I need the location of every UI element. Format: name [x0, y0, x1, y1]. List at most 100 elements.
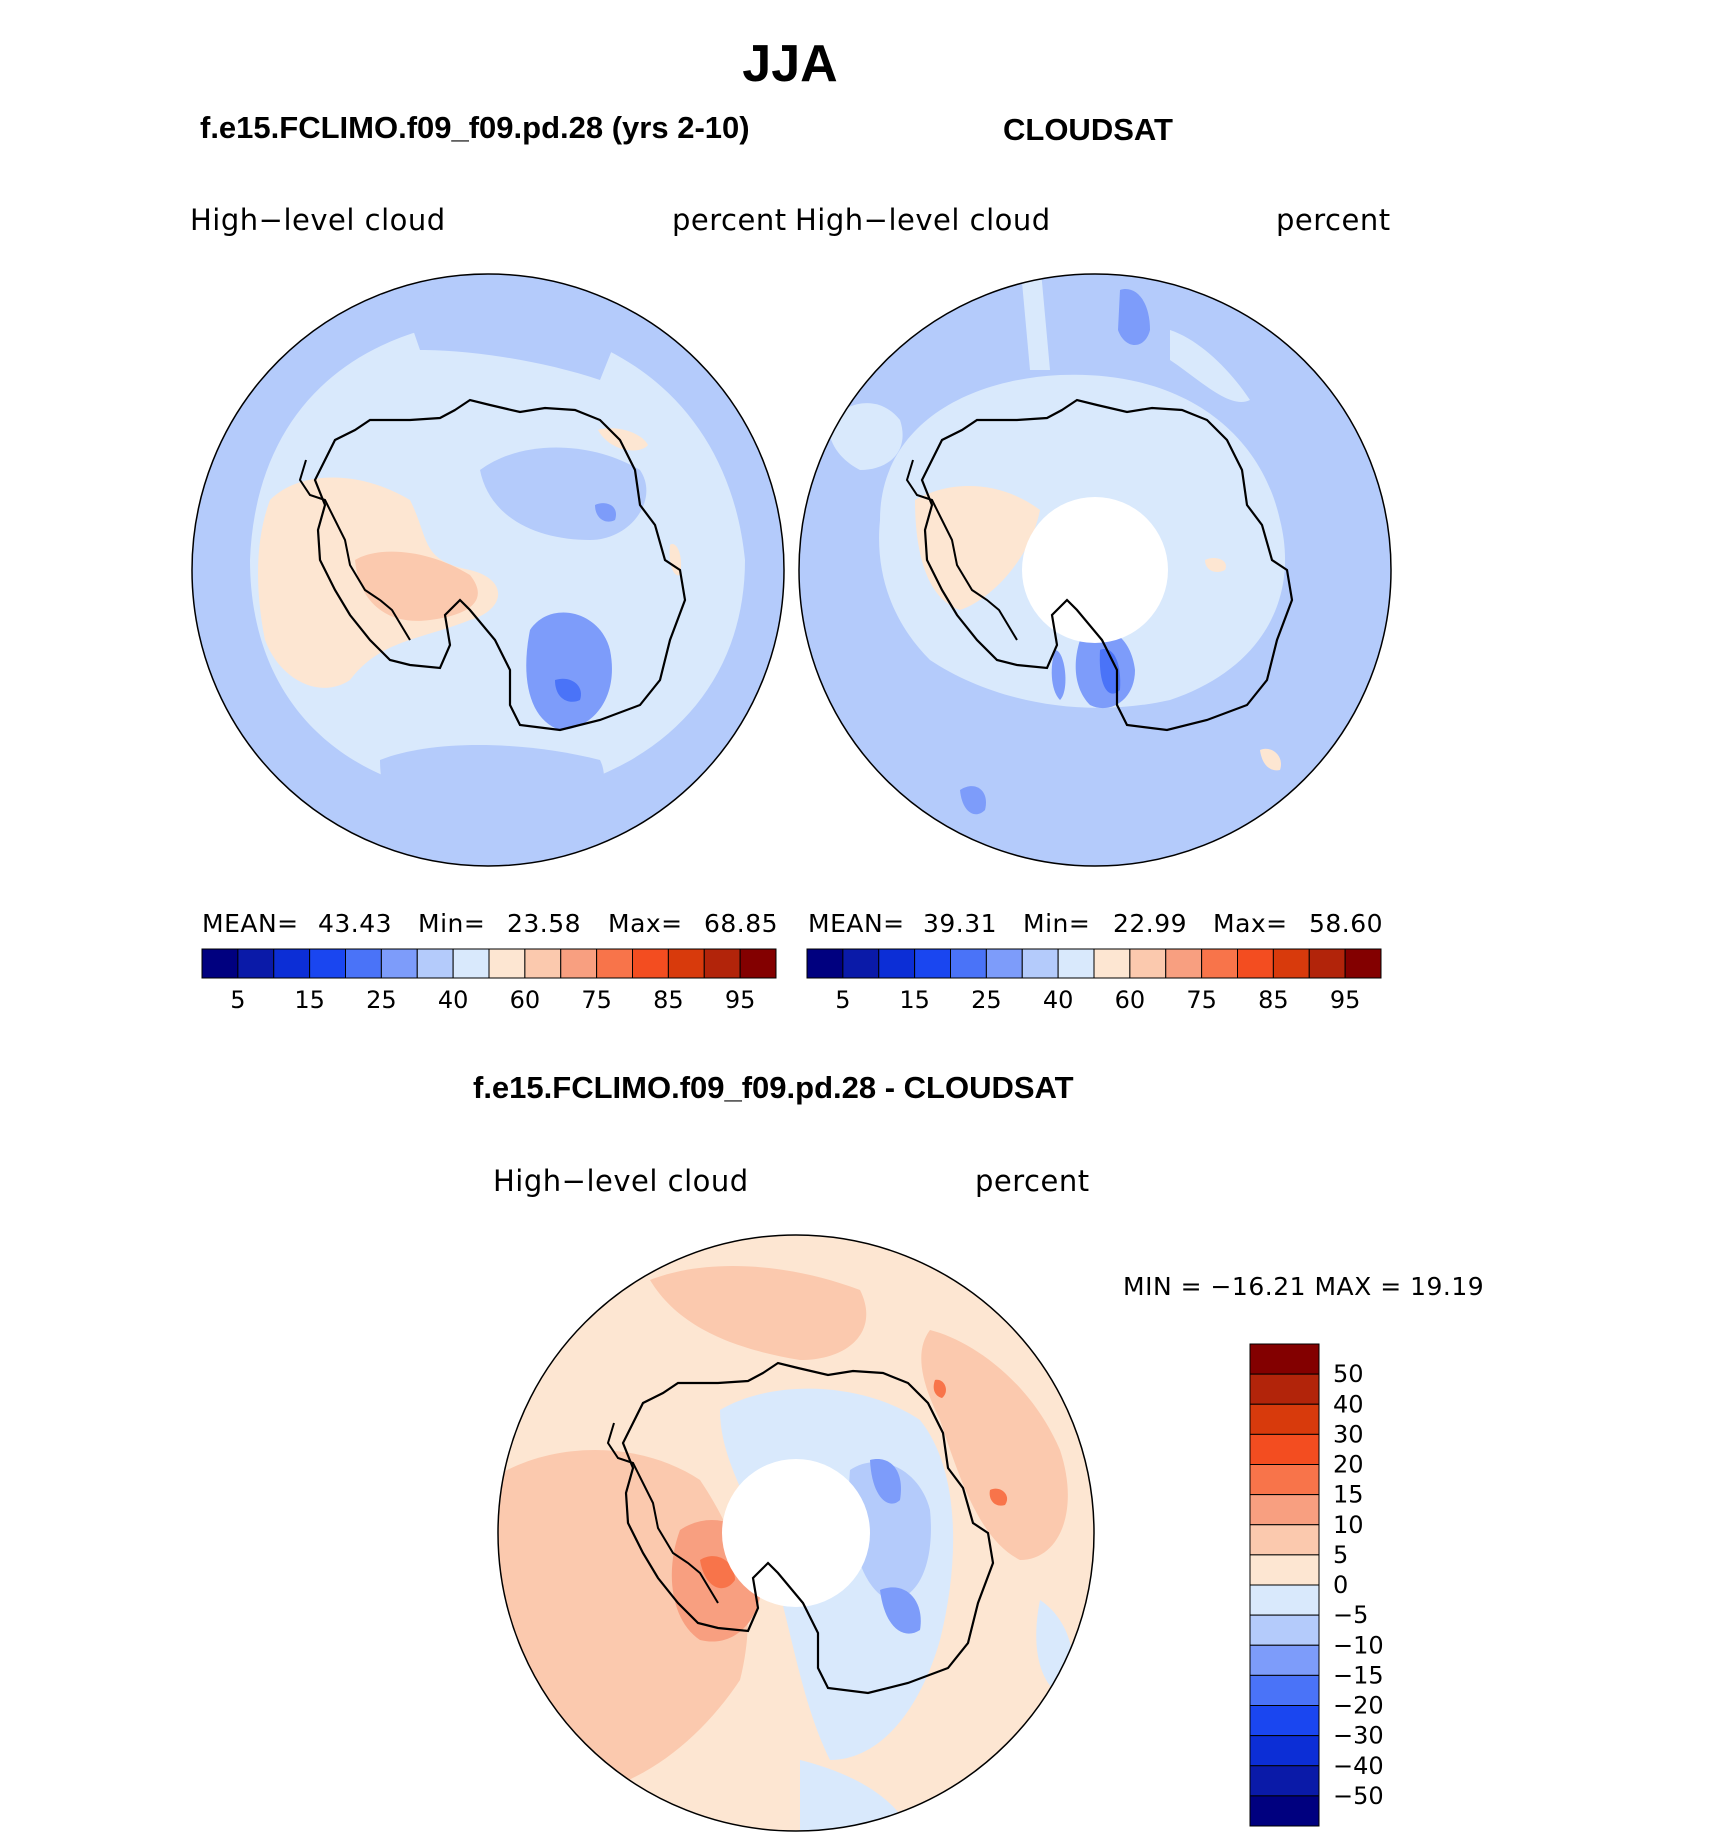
diff-minmax-text: MIN = −16.21 MAX = 19.19	[1123, 1272, 1485, 1301]
obs-colorbar-swatch	[985, 948, 1023, 979]
model-colorbar-tick-label: 60	[510, 986, 541, 1014]
diff-colorbar-swatch	[1249, 1373, 1320, 1405]
diff-colorbar-tick-label: −20	[1333, 1692, 1384, 1720]
model-colorbar-tick-label: 25	[366, 986, 397, 1014]
model-mean-label: MEAN=	[202, 909, 299, 938]
obs-colorbar-swatch	[1344, 948, 1382, 979]
obs-colorbar-tick-label: 5	[835, 986, 850, 1014]
diff-colorbar-tick-label: −30	[1333, 1722, 1384, 1750]
diff-pole-hole	[722, 1459, 870, 1607]
model-colorbar-swatch	[345, 948, 382, 979]
diff-colorbar-swatch	[1249, 1524, 1320, 1556]
obs-min-value: 22.99	[1113, 909, 1188, 938]
model-colorbar: 5 15 25 40 60 75 85 95	[201, 948, 777, 1014]
model-colorbar-tick-label: 85	[653, 986, 684, 1014]
model-min-label: Min=	[418, 909, 486, 938]
diff-peninsula-coast	[606, 1422, 719, 1604]
model-max-label: Max=	[608, 909, 683, 938]
diff-colorbar-swatch	[1249, 1343, 1320, 1375]
obs-colorbar-swatch	[914, 948, 951, 979]
diff-colorbar-swatch	[1249, 1644, 1320, 1676]
model-colorbar-tick-label: 5	[230, 986, 245, 1014]
diff-colorbar-swatch	[1249, 1674, 1320, 1706]
diff-colorbar-swatch	[1249, 1705, 1320, 1737]
diff-colorbar-swatch	[1249, 1403, 1320, 1435]
model-colorbar-swatch	[380, 948, 418, 979]
obs-colorbar-tick-label: 15	[899, 986, 930, 1014]
model-colorbar-swatch	[237, 948, 275, 979]
diff-colorbar-swatch	[1249, 1464, 1320, 1496]
obs-colorbar-swatch	[1165, 948, 1203, 979]
model-colorbar-swatch	[739, 948, 777, 979]
obs-colorbar-swatch	[1093, 948, 1131, 979]
diff-colorbar-swatch	[1249, 1795, 1320, 1827]
diff-colorbar-tick-label: −10	[1333, 1631, 1384, 1659]
diff-colorbar-tick-label: 15	[1333, 1481, 1364, 1509]
model-case-title: f.e15.FCLIMO.f09_f09.pd.28 (yrs 2-10)	[200, 110, 750, 145]
obs-colorbar-swatch	[842, 948, 880, 979]
obs-mean-value: 39.31	[923, 909, 998, 938]
model-colorbar-swatch	[488, 948, 526, 979]
model-colorbar-swatch	[452, 948, 490, 979]
model-antarctica-coastline	[313, 398, 687, 732]
obs-colorbar-swatch	[1021, 948, 1059, 979]
diff-colorbar-swatch	[1249, 1433, 1320, 1465]
model-colorbar-tick-label: 95	[725, 986, 756, 1014]
obs-colorbar-swatch	[1057, 948, 1095, 979]
obs-peninsula-coast	[905, 459, 1018, 641]
diff-colorbar-tick-label: 10	[1333, 1511, 1364, 1539]
obs-units-label: percent	[1276, 203, 1391, 237]
diff-map-border	[497, 1234, 1095, 1832]
obs-map-border	[798, 273, 1392, 867]
diff-units-label: percent	[975, 1164, 1090, 1198]
model-peninsula-coast	[298, 459, 411, 641]
obs-min-label: Min=	[1023, 909, 1091, 938]
obs-case-title: CLOUDSAT	[1003, 112, 1173, 147]
model-contour-field	[192, 274, 784, 866]
obs-colorbar: 5 15 25 40 60 75 85 95	[806, 948, 1382, 1014]
model-colorbar-tick-label: 75	[581, 986, 612, 1014]
diff-variable-label: High−level cloud	[493, 1164, 749, 1198]
diff-colorbar-swatch	[1249, 1735, 1320, 1767]
diff-colorbar-swatch	[1249, 1584, 1320, 1616]
model-colorbar-tick-label: 40	[438, 986, 469, 1014]
obs-colorbar-swatch	[806, 948, 844, 979]
obs-colorbar-swatch	[1129, 948, 1167, 979]
diff-colorbar-tick-label: 0	[1333, 1571, 1348, 1599]
obs-colorbar-tick-label: 95	[1330, 986, 1361, 1014]
model-colorbar-swatch	[201, 948, 239, 979]
diff-colorbar-tick-label: −40	[1333, 1752, 1384, 1780]
obs-colorbar-swatch	[1201, 948, 1238, 979]
diff-colorbar-tick-label: −5	[1333, 1601, 1368, 1629]
model-colorbar-tick-label: 15	[294, 986, 325, 1014]
model-colorbar-swatch	[703, 948, 741, 979]
obs-colorbar-swatch	[1272, 948, 1310, 979]
diff-colorbar-swatch	[1249, 1765, 1320, 1797]
model-colorbar-swatch	[416, 948, 454, 979]
diff-colorbar-swatch	[1249, 1494, 1320, 1526]
model-max-value: 68.85	[704, 909, 779, 938]
model-colorbar-swatch	[632, 948, 669, 979]
obs-mean-label: MEAN=	[808, 909, 905, 938]
diff-colorbar-swatch	[1249, 1614, 1320, 1646]
obs-variable-label: High−level cloud	[795, 203, 1051, 237]
model-polar-map	[191, 273, 785, 867]
obs-colorbar-swatch	[950, 948, 987, 979]
diff-colorbar-tick-label: 50	[1333, 1360, 1364, 1388]
obs-antarctica-coastline	[920, 398, 1294, 732]
diff-colorbar-swatch	[1249, 1554, 1320, 1586]
model-units-label: percent	[672, 203, 787, 237]
model-colorbar-swatch	[560, 948, 598, 979]
obs-max-value: 58.60	[1309, 909, 1384, 938]
obs-colorbar-tick-label: 75	[1186, 986, 1217, 1014]
model-variable-label: High−level cloud	[190, 203, 446, 237]
diff-colorbar-tick-label: 30	[1333, 1420, 1364, 1448]
obs-polar-map	[798, 273, 1392, 867]
figure-title: JJA	[742, 35, 838, 93]
obs-colorbar-swatch	[878, 948, 916, 979]
model-colorbar-swatch	[524, 948, 562, 979]
diff-colorbar-tick-label: 5	[1333, 1541, 1348, 1569]
obs-colorbar-swatch	[1237, 948, 1274, 979]
